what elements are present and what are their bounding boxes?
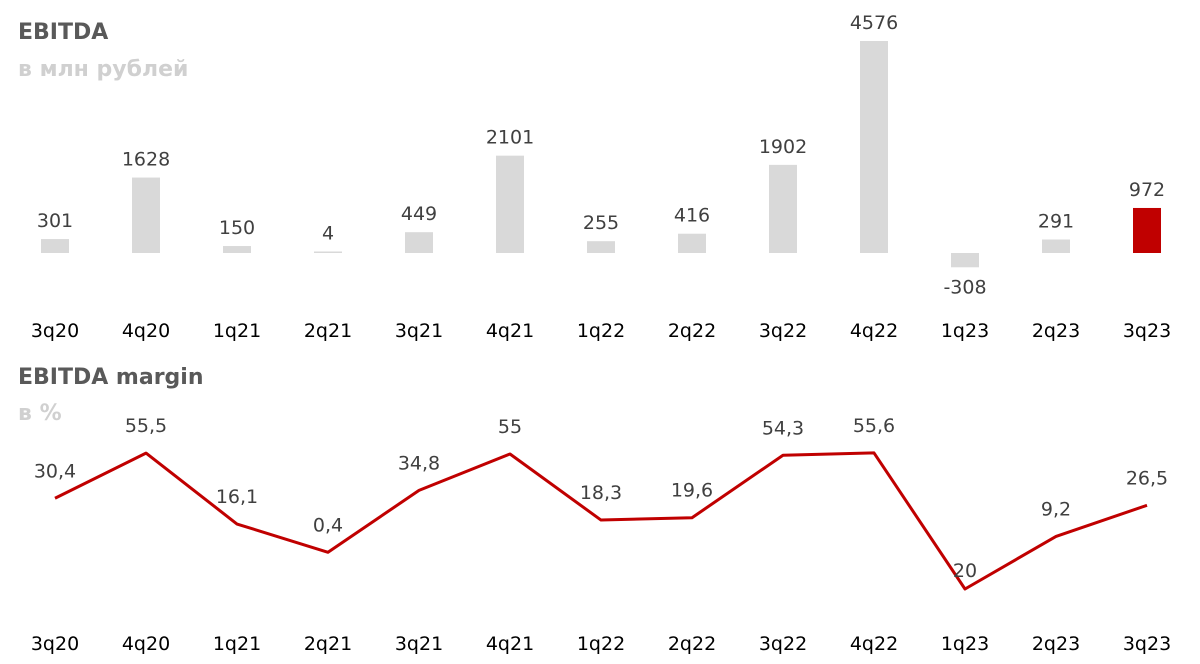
ebitda-x-tick-label: 1q23: [941, 320, 989, 342]
margin-data-label: 20: [953, 560, 977, 582]
margin-data-label: 19,6: [671, 480, 713, 502]
margin-chart-title: EBITDA margin: [18, 365, 204, 390]
ebitda-x-tick-label: 3q20: [31, 320, 79, 342]
ebitda-data-label: 972: [1129, 179, 1165, 201]
margin-data-label: 54,3: [762, 417, 804, 439]
margin-x-tick-label: 2q22: [668, 633, 716, 655]
ebitda-bar-1q22: [587, 241, 615, 253]
margin-x-tick-label: 3q20: [31, 633, 79, 655]
ebitda-data-label: 449: [401, 203, 437, 225]
ebitda-data-label: 291: [1038, 211, 1074, 233]
margin-data-label: 16,1: [216, 486, 258, 508]
ebitda-x-tick-label: 1q21: [213, 320, 261, 342]
margin-data-label: 9,2: [1041, 498, 1071, 520]
ebitda-data-label: 2101: [486, 127, 534, 149]
margin-data-label: 30,4: [34, 460, 76, 482]
ebitda-x-tick-label: 4q20: [122, 320, 170, 342]
ebitda-bar-4q20: [132, 177, 160, 253]
ebitda-x-tick-label: 1q22: [577, 320, 625, 342]
ebitda-x-tick-label: 2q22: [668, 320, 716, 342]
ebitda-bar-3q23: [1133, 207, 1161, 253]
ebitda-x-tick-label: 3q22: [759, 320, 807, 342]
margin-data-label: 18,3: [580, 482, 622, 504]
ebitda-data-label: 4: [322, 223, 334, 245]
ebitda-bar-2q22: [678, 233, 706, 253]
ebitda-data-label: 150: [219, 217, 255, 239]
ebitda-bar-4q21: [496, 155, 524, 253]
ebitda-x-tick-label: 3q21: [395, 320, 443, 342]
margin-x-tick-label: 1q23: [941, 633, 989, 655]
ebitda-bar-3q20: [41, 239, 69, 253]
margin-data-label: 0,4: [313, 514, 343, 536]
ebitda-margin-line-chart: 30,4 3q20 55,5 4q20 16,1 1q21 0,4 2q21 34,8 3q21 5…: [31, 415, 1171, 655]
ebitda-x-tick-label: 4q21: [486, 320, 534, 342]
margin-x-tick-label: 2q21: [304, 633, 352, 655]
ebitda-x-tick-label: 3q23: [1123, 320, 1171, 342]
margin-x-tick-label: 4q22: [850, 633, 898, 655]
ebitda-bar-4q22: [860, 41, 888, 253]
ebitda-x-tick-label: 4q22: [850, 320, 898, 342]
margin-x-tick-label: 2q23: [1032, 633, 1080, 655]
margin-data-label: 34,8: [398, 452, 440, 474]
ebitda-data-label: 1628: [122, 149, 170, 171]
ebitda-data-label: -308: [943, 276, 986, 298]
ebitda-data-label: 416: [674, 205, 710, 227]
margin-data-label: 26,5: [1126, 467, 1168, 489]
margin-data-label: 55,6: [853, 415, 895, 437]
margin-x-tick-label: 1q22: [577, 633, 625, 655]
ebitda-bar-1q21: [223, 246, 251, 253]
ebitda-bar-2q21: [314, 251, 342, 253]
ebitda-bar-2q23: [1042, 239, 1070, 253]
ebitda-x-tick-label: 2q23: [1032, 320, 1080, 342]
margin-data-label: 55: [498, 416, 522, 438]
ebitda-data-label: 1902: [759, 136, 807, 158]
ebitda-data-label: 301: [37, 210, 73, 232]
ebitda-data-label: 255: [583, 212, 619, 234]
ebitda-chart-title: EBITDA: [18, 20, 109, 45]
margin-chart-subtitle: в %: [18, 401, 62, 426]
ebitda-data-label: 4576: [850, 12, 898, 34]
margin-x-tick-label: 1q21: [213, 633, 261, 655]
ebitda-bar-3q22: [769, 164, 797, 253]
margin-data-label: 55,5: [125, 415, 167, 437]
margin-x-tick-label: 3q21: [395, 633, 443, 655]
margin-x-tick-label: 4q21: [486, 633, 534, 655]
margin-x-tick-label: 3q22: [759, 633, 807, 655]
margin-x-tick-label: 3q23: [1123, 633, 1171, 655]
margin-x-tick-label: 4q20: [122, 633, 170, 655]
margin-series-line: [54, 451, 1148, 591]
ebitda-bar-chart: 301 3q20 1628 4q20 150 1q21 4 2q21 449 3q21 2101 4q…: [31, 12, 1171, 342]
ebitda-bar-3q21: [405, 232, 433, 253]
ebitda-bar-1q23: [951, 253, 979, 268]
ebitda-chart-subtitle: в млн рублей: [18, 57, 189, 82]
ebitda-x-tick-label: 2q21: [304, 320, 352, 342]
